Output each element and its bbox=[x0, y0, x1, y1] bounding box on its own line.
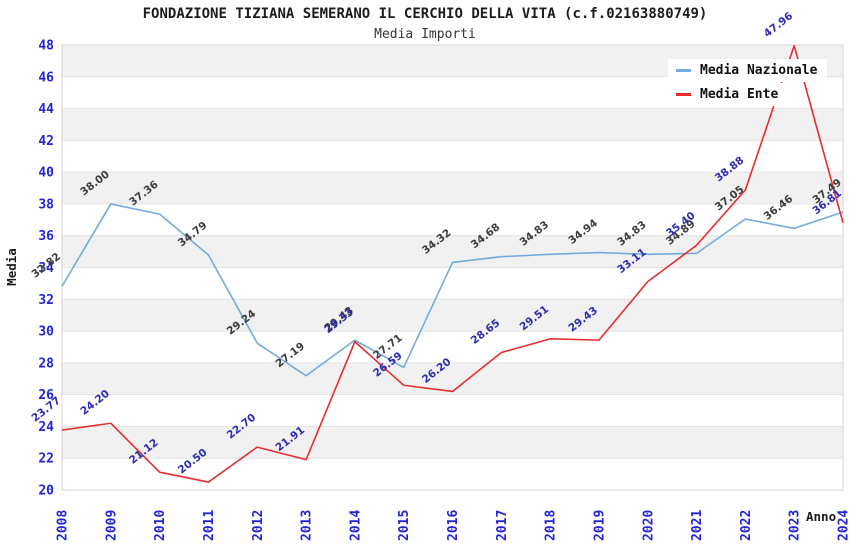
svg-text:44: 44 bbox=[38, 102, 54, 117]
svg-text:2024: 2024 bbox=[837, 510, 850, 541]
legend-label: Media Nazionale bbox=[700, 63, 818, 78]
svg-text:Anno: Anno bbox=[806, 509, 836, 524]
svg-text:47.96: 47.96 bbox=[762, 10, 796, 40]
svg-text:48: 48 bbox=[38, 39, 54, 54]
svg-text:20: 20 bbox=[38, 484, 54, 499]
svg-text:36: 36 bbox=[38, 229, 54, 244]
chart-title: FONDAZIONE TIZIANA SEMERANO IL CERCHIO D… bbox=[142, 6, 708, 22]
svg-text:Media: Media bbox=[4, 248, 19, 286]
svg-text:2019: 2019 bbox=[592, 510, 607, 541]
legend-entry-media-nazionale: Media Nazionale bbox=[668, 59, 828, 82]
svg-text:2011: 2011 bbox=[202, 510, 217, 541]
svg-text:2022: 2022 bbox=[739, 510, 754, 541]
svg-text:2008: 2008 bbox=[56, 510, 71, 541]
svg-text:2020: 2020 bbox=[641, 510, 656, 541]
svg-text:2015: 2015 bbox=[397, 510, 412, 541]
media-ente-line-swatch-icon bbox=[676, 93, 691, 96]
svg-text:2013: 2013 bbox=[300, 510, 315, 541]
svg-text:2010: 2010 bbox=[153, 510, 168, 541]
legend: Media Nazionale Media Ente bbox=[668, 59, 828, 106]
svg-text:26: 26 bbox=[38, 388, 54, 403]
legend-label: Media Ente bbox=[700, 87, 779, 102]
svg-text:32: 32 bbox=[38, 293, 54, 308]
svg-text:2023: 2023 bbox=[788, 510, 803, 541]
svg-text:46: 46 bbox=[38, 70, 54, 85]
svg-text:34: 34 bbox=[38, 261, 54, 276]
svg-text:42: 42 bbox=[38, 134, 54, 149]
svg-text:40: 40 bbox=[38, 166, 54, 181]
svg-text:22: 22 bbox=[38, 452, 54, 467]
svg-text:30: 30 bbox=[38, 325, 54, 340]
svg-text:2018: 2018 bbox=[544, 510, 559, 541]
svg-text:28: 28 bbox=[38, 356, 54, 371]
svg-text:24: 24 bbox=[38, 420, 54, 435]
svg-text:2014: 2014 bbox=[348, 510, 363, 541]
chart-subtitle: Media Importi bbox=[374, 27, 476, 42]
legend-entry-media-ente: Media Ente bbox=[668, 83, 789, 106]
svg-text:2017: 2017 bbox=[495, 510, 510, 541]
svg-text:32.82: 32.82 bbox=[29, 251, 63, 281]
svg-text:2016: 2016 bbox=[446, 510, 461, 541]
svg-text:2021: 2021 bbox=[690, 510, 705, 541]
svg-text:2009: 2009 bbox=[104, 510, 119, 541]
svg-text:2012: 2012 bbox=[251, 510, 266, 541]
svg-text:38: 38 bbox=[38, 197, 54, 212]
media-nazionale-line-swatch-icon bbox=[676, 69, 691, 72]
